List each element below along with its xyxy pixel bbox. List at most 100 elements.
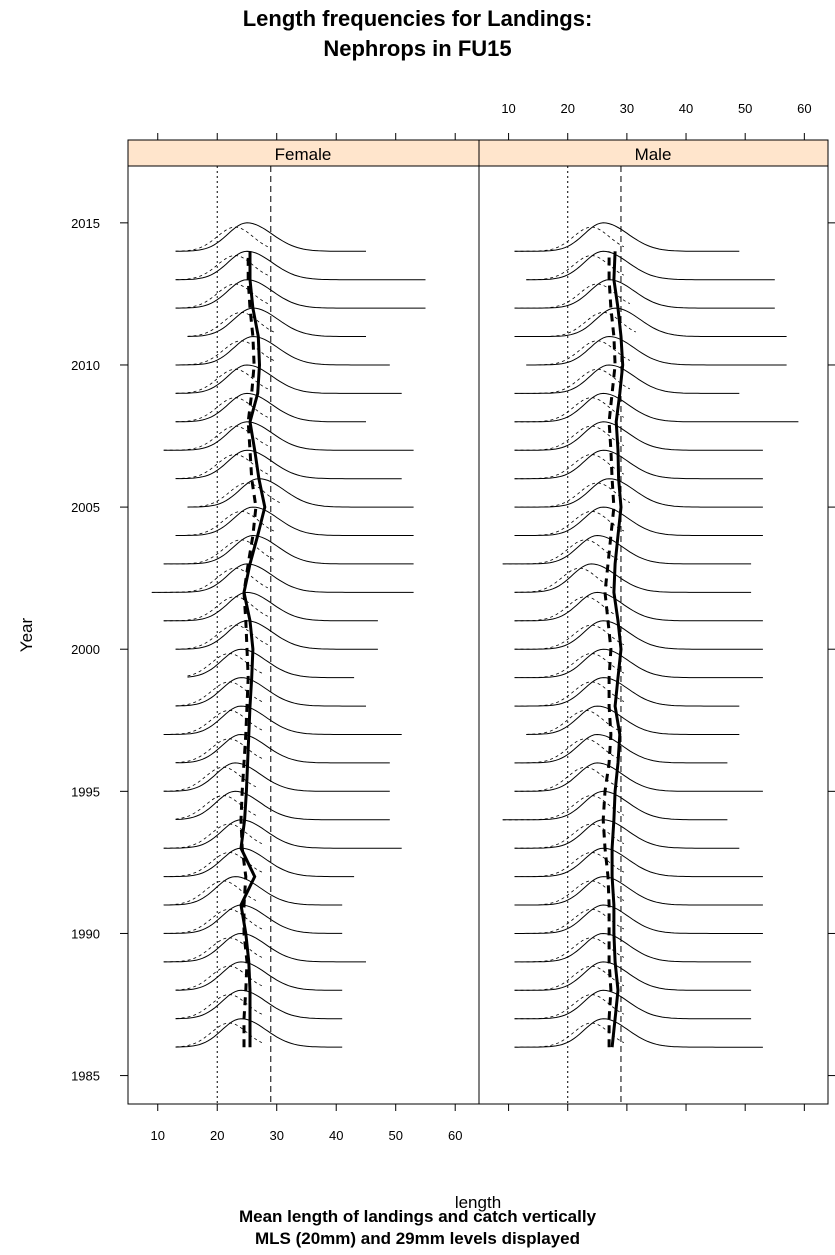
density-male-1988 bbox=[514, 961, 752, 991]
curves-male bbox=[502, 166, 799, 1104]
density-catch-female-2006 bbox=[175, 454, 268, 479]
density-male-2007 bbox=[514, 421, 763, 451]
subtitle-line-1: Mean length of landings and catch vertic… bbox=[238, 1207, 597, 1226]
density-female-1994 bbox=[175, 790, 390, 821]
density-catch-male-1993 bbox=[514, 823, 625, 849]
density-catch-female-2007 bbox=[163, 425, 268, 451]
density-catch-male-1999 bbox=[514, 653, 625, 678]
density-catch-female-1999 bbox=[187, 653, 263, 677]
density-catch-female-1992 bbox=[163, 851, 263, 877]
density-male-1986 bbox=[514, 1018, 763, 1048]
density-female-2009 bbox=[175, 364, 402, 394]
density-female-1996 bbox=[175, 733, 390, 764]
density-catch-male-2004 bbox=[514, 510, 625, 536]
density-catch-male-2007 bbox=[514, 425, 625, 451]
x-tick-label-top-20: 20 bbox=[560, 101, 574, 116]
mean-catch-line-female bbox=[239, 251, 258, 1048]
density-male-1996 bbox=[514, 733, 728, 764]
density-male-1991 bbox=[514, 876, 763, 906]
y-tick-label-2000: 2000 bbox=[71, 642, 100, 657]
density-male-2013 bbox=[526, 250, 775, 281]
density-female-2014 bbox=[175, 222, 366, 252]
density-catch-male-2012 bbox=[514, 283, 630, 309]
density-catch-female-2005 bbox=[187, 482, 280, 508]
density-catch-male-2010 bbox=[526, 340, 630, 366]
subtitle-line-2: MLS (20mm) and 29mm levels displayed bbox=[254, 1229, 580, 1248]
x-tick-label-20: 20 bbox=[210, 1128, 224, 1143]
density-male-2003 bbox=[502, 534, 752, 565]
density-male-2011 bbox=[514, 307, 787, 337]
density-female-2007 bbox=[163, 421, 414, 451]
density-female-2010 bbox=[175, 335, 390, 366]
density-catch-female-2014 bbox=[175, 226, 268, 252]
density-female-2004 bbox=[175, 506, 414, 536]
density-female-2000 bbox=[175, 620, 378, 650]
y-tick-label-1990: 1990 bbox=[71, 926, 100, 941]
density-catch-female-1986 bbox=[175, 1022, 263, 1048]
density-catch-male-1986 bbox=[514, 1022, 625, 1048]
x-tick-label-30: 30 bbox=[269, 1128, 283, 1143]
density-male-2004 bbox=[514, 506, 763, 536]
density-male-2008 bbox=[514, 392, 799, 423]
density-catch-male-2006 bbox=[514, 454, 625, 480]
density-catch-male-1997 bbox=[526, 709, 619, 735]
x-axis-title: length bbox=[455, 1193, 501, 1212]
strip-male bbox=[478, 139, 829, 167]
density-male-1987 bbox=[514, 989, 752, 1020]
density-female-1990 bbox=[163, 904, 343, 934]
density-catch-female-1988 bbox=[175, 965, 263, 991]
mean-landings-line-male bbox=[610, 251, 625, 1048]
density-female-2008 bbox=[175, 392, 366, 423]
density-catch-female-1987 bbox=[175, 994, 263, 1019]
chart-title-line-2: Nephrops in FU15 bbox=[323, 36, 512, 61]
density-male-1997 bbox=[526, 705, 740, 735]
y-tick-label-2010: 2010 bbox=[71, 358, 100, 373]
density-male-2000 bbox=[514, 620, 763, 650]
density-male-1992 bbox=[514, 847, 763, 878]
density-female-1986 bbox=[175, 1018, 343, 1048]
density-catch-male-2009 bbox=[514, 368, 630, 394]
y-tick-label-2005: 2005 bbox=[71, 500, 100, 515]
x-tick-label-top-60: 60 bbox=[797, 101, 811, 116]
density-female-2003 bbox=[163, 534, 414, 565]
panel-male-frame bbox=[478, 165, 829, 1105]
x-tick-label-top-30: 30 bbox=[620, 101, 634, 116]
density-catch-female-1990 bbox=[163, 908, 263, 934]
density-catch-male-2001 bbox=[514, 596, 619, 622]
density-catch-male-1994 bbox=[502, 795, 625, 821]
density-catch-male-2014 bbox=[514, 226, 625, 252]
density-catch-male-2008 bbox=[514, 397, 625, 423]
x-tick-label-50: 50 bbox=[388, 1128, 402, 1143]
y-axis-title: Year bbox=[17, 617, 36, 652]
density-catch-female-2013 bbox=[175, 255, 268, 280]
density-catch-female-2008 bbox=[175, 397, 268, 423]
x-tick-label-top-10: 10 bbox=[501, 101, 515, 116]
mean-catch-line-male bbox=[601, 251, 617, 1048]
density-catch-male-2000 bbox=[514, 624, 625, 650]
density-catch-male-1991 bbox=[514, 880, 625, 906]
x-tick-label-top-40: 40 bbox=[679, 101, 693, 116]
density-male-1999 bbox=[514, 648, 763, 679]
density-catch-female-2001 bbox=[163, 596, 268, 622]
density-catch-female-1998 bbox=[175, 681, 263, 707]
density-female-1997 bbox=[163, 705, 402, 735]
density-male-2006 bbox=[514, 449, 763, 480]
density-male-2014 bbox=[514, 222, 740, 252]
density-catch-female-2004 bbox=[175, 510, 274, 536]
density-female-1998 bbox=[175, 677, 366, 707]
density-catch-female-2002 bbox=[151, 567, 268, 593]
density-female-2006 bbox=[175, 449, 402, 480]
density-catch-male-1989 bbox=[514, 937, 625, 963]
density-male-1990 bbox=[514, 904, 763, 934]
density-female-1988 bbox=[175, 961, 343, 991]
density-female-2001 bbox=[163, 591, 378, 622]
density-catch-female-1994 bbox=[175, 795, 257, 820]
density-female-1995 bbox=[163, 762, 390, 792]
density-male-2010 bbox=[526, 335, 787, 366]
y-tick-label-1995: 1995 bbox=[71, 784, 100, 799]
density-male-2009 bbox=[514, 364, 740, 394]
density-catch-male-1987 bbox=[514, 994, 625, 1020]
density-male-2005 bbox=[514, 478, 763, 508]
